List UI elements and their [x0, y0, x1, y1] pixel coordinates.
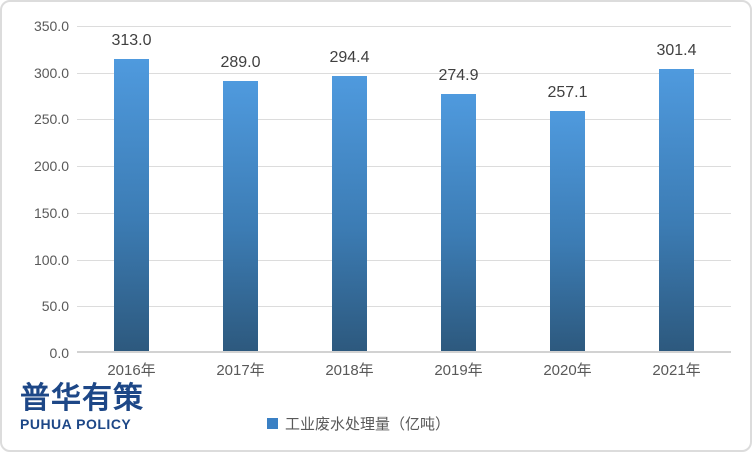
y-tick-label: 50.0 — [41, 298, 69, 315]
bar-2018年 — [332, 75, 367, 351]
y-tick-label: 150.0 — [33, 204, 69, 221]
x-axis-labels: 2016年 2017年 2018年 2019年 2020年 2021年 — [77, 360, 731, 384]
gridline — [77, 306, 731, 308]
x-tick-label: 2020年 — [543, 362, 592, 379]
bar-value-label: 294.4 — [329, 48, 370, 66]
bar-value-label: 274.9 — [438, 67, 479, 85]
bar-value-label: 289.0 — [220, 54, 261, 71]
bar-value-label: 257.1 — [547, 83, 588, 101]
bar-value-label: 313.0 — [111, 31, 152, 49]
y-tick-label: 0.0 — [49, 345, 69, 361]
y-tick-label: 300.0 — [33, 64, 69, 81]
plot-area: 313.0 289.0 294.4 274.9 257.1 301.4 — [77, 26, 731, 353]
legend: 工业废水处理量（亿吨） — [267, 413, 450, 434]
x-tick-label: 2019年 — [434, 362, 483, 379]
legend-marker-icon — [267, 418, 278, 429]
bar-2017年 — [223, 81, 258, 351]
bar-value-label: 301.4 — [656, 42, 697, 60]
gridline — [77, 212, 731, 214]
bar-2016年 — [114, 58, 149, 351]
y-tick-label: 200.0 — [33, 158, 69, 175]
gridline — [77, 166, 731, 168]
brand-logo: 普华有策 PUHUA POLICY — [20, 382, 144, 432]
gridline — [77, 26, 731, 27]
x-tick-label: 2021年 — [652, 362, 701, 379]
gridline — [77, 259, 731, 261]
x-tick-label: 2016年 — [107, 362, 156, 379]
bar-2021年 — [659, 69, 694, 351]
y-tick-label: 100.0 — [33, 251, 69, 268]
logo-english-text: PUHUA POLICY — [20, 416, 132, 432]
x-tick-label: 2017年 — [216, 362, 265, 379]
x-tick-label: 2018年 — [325, 362, 374, 379]
legend-label: 工业废水处理量（亿吨） — [285, 416, 451, 433]
y-tick-label: 350.0 — [33, 18, 69, 34]
y-tick-label: 250.0 — [33, 111, 69, 128]
bar-2020年 — [550, 110, 585, 351]
logo-chinese-text: 普华有策 — [20, 382, 144, 415]
gridline — [77, 119, 731, 121]
gridline — [77, 72, 731, 74]
bar-2019年 — [441, 94, 476, 351]
